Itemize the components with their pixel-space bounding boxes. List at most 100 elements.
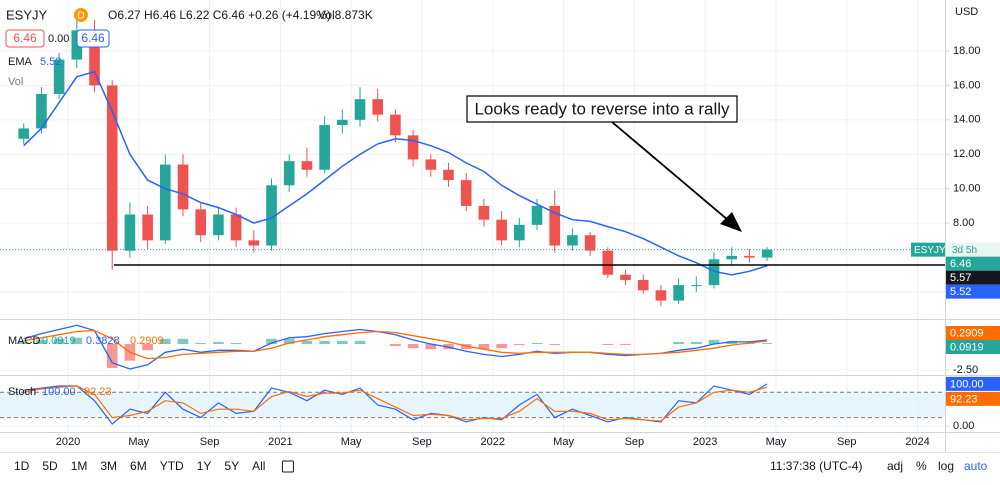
- range-button[interactable]: 6M: [130, 459, 147, 473]
- stoch-line: [23, 385, 768, 422]
- candle-body: [160, 164, 171, 241]
- ohlc: O6.27 H6.46 L6.22 C6.46 +0.26 (+4.19%): [108, 8, 331, 22]
- x-tick-label: 2020: [56, 436, 80, 448]
- histogram-bar: [514, 344, 525, 346]
- candle-body: [390, 114, 401, 136]
- candle-body: [354, 99, 366, 120]
- currency: USD: [955, 6, 978, 18]
- scale-option[interactable]: %: [916, 459, 927, 473]
- histogram-bar: [71, 337, 83, 345]
- axes: 2020 May Sep 2021 May Sep 2022 May Sep 2023 May Sep…: [8, 45, 1000, 448]
- candle-body: [567, 235, 578, 246]
- symbol-tag-text: ESYJY: [914, 245, 946, 256]
- range-button[interactable]: 3M: [100, 459, 117, 473]
- candle-body: [195, 209, 207, 236]
- ema-legend-name: EMA: [8, 56, 33, 68]
- candle-body: [248, 240, 260, 246]
- histogram-bar: [549, 344, 561, 346]
- annotation-text: Looks ready to reverse into a rally: [474, 99, 730, 118]
- stoch-d-tag: [946, 391, 1000, 406]
- candle-body: [89, 30, 100, 86]
- stoch-panel: [0, 383, 945, 425]
- grid: [0, 0, 945, 432]
- candle-body: [407, 135, 419, 160]
- buy-button[interactable]: [76, 29, 110, 48]
- y-tick-label: 16.00: [953, 79, 981, 91]
- candle-body: [549, 205, 561, 246]
- histogram-bar: [142, 344, 153, 351]
- histogram-bar: [390, 344, 401, 347]
- candle-body: [36, 94, 47, 129]
- histogram-bar: [496, 344, 507, 349]
- histogram-bar: [177, 338, 189, 345]
- range-button[interactable]: All: [252, 459, 265, 473]
- candle-body: [266, 185, 277, 246]
- scale-option[interactable]: auto: [964, 459, 988, 473]
- candle-body: [372, 99, 384, 115]
- y-tick-label: 0.00: [953, 420, 974, 432]
- interval: D: [77, 11, 84, 22]
- candle-body: [531, 205, 543, 225]
- scale-option[interactable]: adj: [887, 459, 903, 473]
- histogram-bar: [53, 338, 65, 345]
- x-tick-label: 2024: [905, 436, 929, 448]
- range-button[interactable]: 1M: [71, 459, 88, 473]
- stoch-k-tag-text: 100.00: [950, 378, 984, 390]
- x-tick-label: Sep: [625, 436, 645, 448]
- x-tick-label: Sep: [837, 436, 857, 448]
- candle-body: [443, 169, 454, 181]
- candle-body: [425, 159, 437, 170]
- candle-body: [319, 125, 330, 170]
- candle-body: [637, 279, 649, 291]
- range-button[interactable]: YTD: [160, 459, 184, 473]
- countdown-tag: [946, 242, 1000, 257]
- candle-body: [106, 85, 118, 251]
- candle-body: [496, 219, 507, 241]
- stoch-band: [0, 392, 945, 418]
- range-button[interactable]: 5D: [42, 459, 58, 473]
- buy-price[interactable]: 6.46: [81, 31, 105, 45]
- candle-body: [620, 274, 631, 280]
- histogram-bar: [319, 340, 330, 345]
- scale-option[interactable]: log: [938, 459, 954, 473]
- histogram-bar: [230, 342, 242, 345]
- stoch-legend-name: Stoch: [8, 386, 36, 398]
- ema-tag: [946, 284, 1000, 299]
- x-tick-label: May: [553, 436, 574, 448]
- y-tick-label: 14.00: [953, 114, 981, 126]
- ema-line: [23, 70, 768, 276]
- sell-button[interactable]: [5, 29, 45, 48]
- histogram-bar: [337, 340, 348, 345]
- candle-body: [213, 214, 224, 236]
- range-button[interactable]: 1Y: [197, 459, 212, 473]
- stoch-k-tag: [946, 376, 1000, 391]
- x-tick-label: May: [341, 436, 362, 448]
- date-range-icon[interactable]: [281, 460, 294, 473]
- histogram-bar: [106, 344, 118, 368]
- candle-body: [230, 214, 242, 241]
- histogram-bar: [283, 338, 295, 345]
- histogram-bar: [354, 340, 366, 345]
- macd-legend-value: 0.3828: [86, 335, 120, 347]
- range-button[interactable]: 5Y: [224, 459, 239, 473]
- volume: Vol8.873K: [318, 8, 373, 22]
- candle-body: [124, 214, 136, 251]
- last-price-tag: [946, 256, 1000, 271]
- candle-body: [478, 205, 490, 220]
- histogram-bar: [266, 338, 277, 345]
- range-button[interactable]: 1D: [14, 459, 30, 473]
- interval-badge: [74, 8, 88, 22]
- sell-price[interactable]: 6.46: [13, 31, 37, 45]
- candle-body: [53, 59, 65, 95]
- x-tick-label: Sep: [412, 436, 432, 448]
- y-tick-label: 12.00: [953, 148, 981, 160]
- x-tick-label: May: [128, 436, 149, 448]
- clock: 11:37:38 (UTC-4): [770, 459, 862, 473]
- candle-body: [726, 255, 738, 260]
- histogram-bar: [531, 342, 543, 345]
- spread: 0.00: [48, 33, 69, 45]
- support-tag-text: 5.57: [950, 272, 971, 284]
- histogram-bar: [691, 341, 702, 345]
- annotation-arrow: [611, 121, 729, 221]
